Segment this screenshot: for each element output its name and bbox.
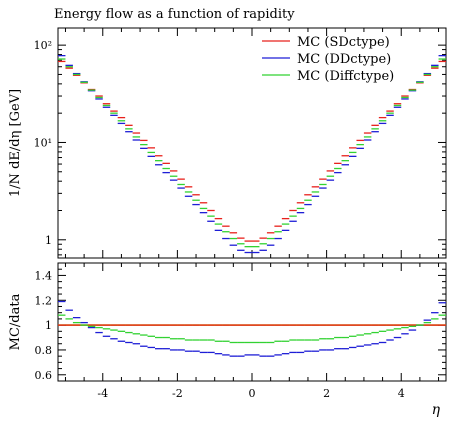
ratio-x-tick-label: -2 [172,387,183,400]
legend: MC (SDctype) MC (DDctype) MC (Diffctype) [262,35,394,84]
ratio-series-group [58,300,446,357]
ratio-series-3 [58,314,446,344]
main-y-axis: 1 10¹ 10² [34,28,446,258]
legend-label: MC (SDctype) [297,35,390,50]
main-series-3 [58,58,446,248]
ratio-panel: 0.6 0.8 1 1.2 1.4 -4 -2 0 2 4 MC/data η [8,262,447,418]
ratio-y-axis: 0.6 0.8 1 1.2 1.4 [35,268,446,382]
ratio-x-tick-label: 2 [323,387,330,400]
main-panel: 1 10¹ 10² MC (SDctype) MC (DDctype) MC (Diff… [8,27,447,259]
main-y-axis-label: 1/N dE/dη [GeV] [8,89,23,197]
ratio-y-tick-label: 1.4 [35,269,53,282]
ratio-x-tick-label: 0 [249,387,256,400]
main-y-tick-label: 1 [45,234,52,247]
ratio-y-tick-label: 1.2 [35,294,53,307]
legend-label: MC (DDctype) [297,52,391,67]
ratio-y-tick-label: 1 [45,319,52,332]
main-series-group [58,54,446,254]
ratio-series-2 [58,300,446,357]
ratio-panel-frame [57,262,447,382]
ratio-x-tick-label: -4 [97,387,108,400]
ratio-y-tick-label: 0.8 [35,344,53,357]
ratio-y-tick-label: 0.6 [35,369,53,382]
ratio-x-tick-label: 4 [398,387,405,400]
main-y-tick-label: 10² [34,39,52,52]
main-series-2 [58,54,446,254]
ratio-y-axis-label: MC/data [8,293,23,350]
ratio-x-axis: -4 -2 0 2 4 [64,263,440,400]
x-axis-label: η [432,402,441,418]
main-series-1 [58,60,446,242]
legend-label: MC (Diffctype) [297,69,394,84]
main-y-tick-label: 10¹ [34,136,52,149]
chart-title: Energy flow as a function of rapidity [54,7,295,22]
